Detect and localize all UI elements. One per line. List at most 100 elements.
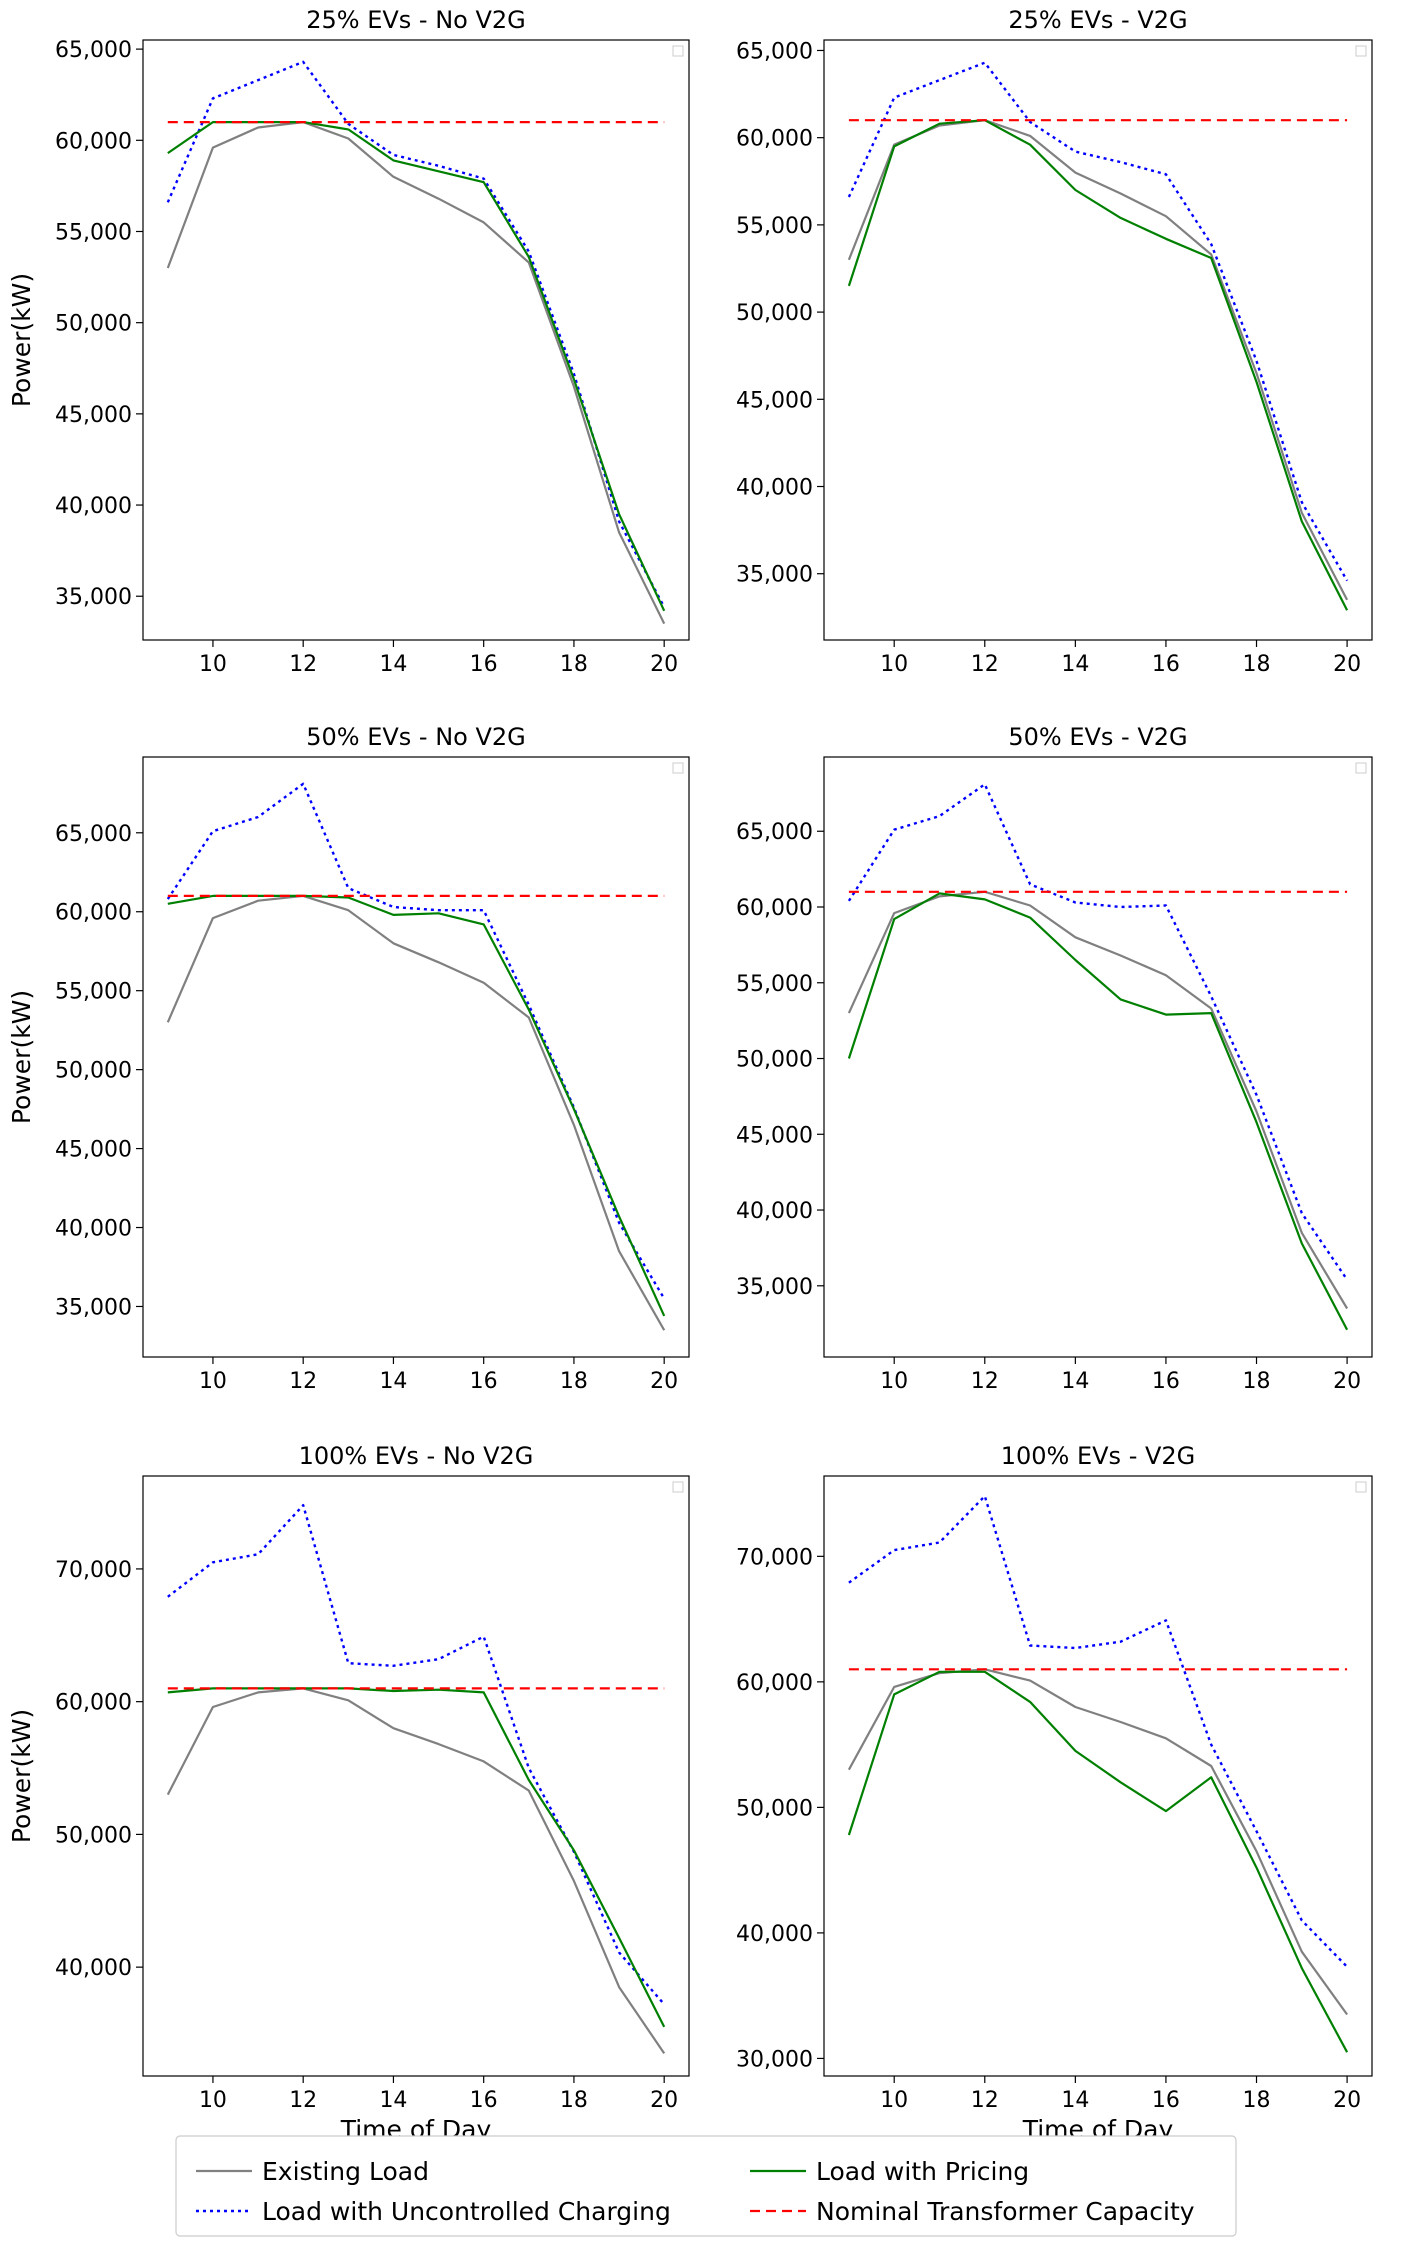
series-line-load-with-pricing	[847, 119, 1349, 611]
y-tick-label: 60,000	[736, 127, 813, 152]
plot-frame	[142, 39, 690, 641]
y-tick-label: 40,000	[736, 476, 813, 501]
plot-frame	[142, 1475, 690, 2077]
series-line-load-with-pricing	[167, 894, 666, 1317]
series-line-load-with-pricing	[167, 1687, 666, 2028]
plot-frame	[142, 756, 690, 1358]
y-tick-label: 60,000	[736, 896, 813, 921]
x-tick-label: 12	[289, 1369, 317, 1394]
x-tick-label: 10	[199, 2088, 227, 2113]
y-axis-label: Power(kW)	[7, 1709, 36, 1843]
y-tick-label: 35,000	[736, 563, 813, 588]
series-line-existing-load	[166, 894, 666, 1331]
x-tick-label: 14	[379, 2088, 407, 2113]
y-tick-label: 55,000	[736, 214, 813, 239]
x-tick-label: 20	[650, 1369, 678, 1394]
legend: Existing Load Load with Uncontrolled Char…	[175, 2135, 1237, 2237]
y-tick-label: 60,000	[55, 129, 132, 154]
empty-legend-box	[672, 1481, 684, 1493]
x-tick-label: 18	[1243, 1369, 1271, 1394]
x-tick-label: 10	[880, 1369, 908, 1394]
x-tick-label: 12	[971, 652, 999, 677]
x-tick-label: 14	[1061, 1369, 1089, 1394]
y-tick-label: 40,000	[736, 1199, 813, 1224]
series-line-existing-load	[166, 1687, 666, 2055]
empty-legend-box	[672, 45, 684, 57]
x-tick-label: 10	[880, 2088, 908, 2113]
series-line-load-with-uncontrolled-charging	[847, 783, 1349, 1281]
y-tick-label: 50,000	[736, 1048, 813, 1073]
plot-frame	[823, 39, 1373, 641]
x-tick-label: 16	[1152, 652, 1180, 677]
chart-title: 100% EVs - V2G	[1001, 1442, 1196, 1470]
chart-panel-2: 25% EVs - V2G 10 12 14 16 18 20 35,000 40,000 45,…	[736, 6, 1373, 677]
y-tick-label: 50,000	[736, 1796, 813, 1821]
x-tick-label: 20	[650, 2088, 678, 2113]
y-tick-label: 45,000	[55, 403, 132, 428]
y-tick-label: 65,000	[736, 39, 813, 64]
legend-label: Existing Load	[262, 2157, 429, 2186]
y-tick-label: 60,000	[55, 1691, 132, 1716]
x-tick-label: 20	[650, 652, 678, 677]
y-axis-label: Power(kW)	[7, 990, 36, 1124]
y-tick-label: 50,000	[55, 1823, 132, 1848]
series-line-load-with-uncontrolled-charging	[847, 61, 1349, 582]
series-line-load-with-uncontrolled-charging	[167, 1503, 666, 2006]
empty-legend-box	[1355, 762, 1367, 774]
plot-frame	[823, 756, 1373, 1358]
y-tick-label: 45,000	[736, 1123, 813, 1148]
x-tick-label: 12	[971, 2088, 999, 2113]
x-tick-label: 16	[470, 2088, 498, 2113]
series-line-load-with-uncontrolled-charging	[166, 60, 666, 608]
x-tick-label: 10	[880, 652, 908, 677]
x-tick-label: 20	[1333, 652, 1361, 677]
chart-panel-4: 50% EVs - V2G 10 12 14 16 18 20 35,000 40,000 45,…	[736, 723, 1373, 1394]
legend-frame	[175, 2135, 1237, 2237]
series-line-existing-load	[847, 1668, 1348, 2016]
empty-legend-box	[672, 762, 684, 774]
chart-title: 100% EVs - No V2G	[299, 1442, 534, 1470]
x-tick-label: 18	[1243, 652, 1271, 677]
x-tick-label: 16	[470, 1369, 498, 1394]
x-tick-label: 18	[560, 1369, 588, 1394]
series-line-load-with-uncontrolled-charging	[848, 1494, 1348, 1968]
y-tick-label: 70,000	[736, 1545, 813, 1570]
x-tick-label: 20	[1333, 2088, 1361, 2113]
y-tick-label: 45,000	[736, 388, 813, 413]
chart-panel-5: 100% EVs - No V2G 10 12 14 16 18 20 40,000 50,00…	[7, 1442, 690, 2144]
y-tick-label: 35,000	[55, 585, 132, 610]
series-line-existing-load	[847, 890, 1349, 1310]
y-tick-label: 30,000	[736, 2047, 813, 2072]
x-tick-label: 16	[470, 652, 498, 677]
chart-title: 50% EVs - V2G	[1008, 723, 1187, 751]
y-tick-label: 40,000	[736, 1922, 813, 1947]
plot-frame	[823, 1475, 1373, 2077]
x-tick-label: 12	[289, 652, 317, 677]
chart-title: 25% EVs - No V2G	[306, 6, 526, 34]
x-tick-label: 18	[1243, 2088, 1271, 2113]
x-tick-label: 14	[379, 1369, 407, 1394]
series-line-load-with-pricing	[167, 120, 666, 612]
legend-label: Load with Uncontrolled Charging	[262, 2197, 671, 2226]
x-tick-label: 10	[199, 1369, 227, 1394]
x-tick-label: 16	[1152, 2088, 1180, 2113]
x-tick-label: 18	[560, 2088, 588, 2113]
y-tick-label: 40,000	[55, 1956, 132, 1981]
y-tick-label: 65,000	[736, 820, 813, 845]
x-tick-label: 14	[1061, 2088, 1089, 2113]
y-tick-label: 70,000	[55, 1558, 132, 1583]
x-tick-label: 14	[379, 652, 407, 677]
x-tick-label: 16	[1152, 1369, 1180, 1394]
chart-panel-6: 100% EVs - V2G 10 12 14 16 18 20 30,000 40,000 50…	[736, 1442, 1373, 2144]
x-tick-label: 14	[1061, 652, 1089, 677]
x-tick-label: 10	[199, 652, 227, 677]
chart-panel-3: 50% EVs - No V2G 10 12 14 16 18 20 35,000 40,000…	[7, 723, 690, 1394]
y-tick-label: 50,000	[55, 1059, 132, 1084]
series-line-load-with-pricing	[847, 892, 1349, 1331]
x-tick-label: 18	[560, 652, 588, 677]
series-line-load-with-pricing	[847, 1670, 1349, 2053]
y-tick-label: 45,000	[55, 1138, 132, 1163]
series-line-existing-load	[166, 120, 666, 625]
series-line-load-with-uncontrolled-charging	[166, 782, 666, 1300]
